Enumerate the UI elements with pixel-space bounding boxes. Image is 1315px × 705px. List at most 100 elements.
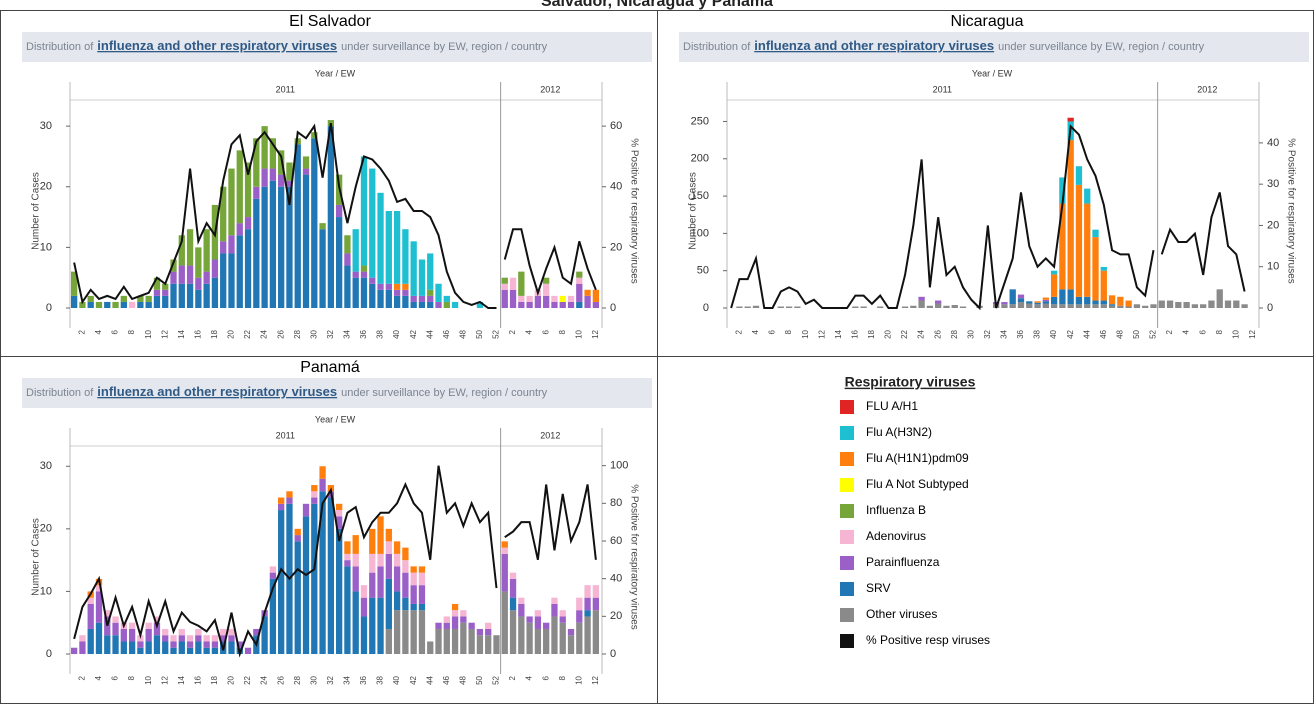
bar-segment — [369, 528, 376, 554]
x-tick-label: 32 — [326, 329, 335, 338]
legend-label: Adenovirus — [866, 529, 926, 543]
bar-segment — [1108, 295, 1116, 305]
bar-segment — [236, 235, 243, 308]
bar-segment — [427, 641, 434, 654]
bar-segment — [1050, 274, 1058, 297]
bar-segment — [501, 547, 508, 554]
bar-segment — [352, 535, 359, 554]
bar-segment — [311, 138, 318, 308]
bar-segment — [377, 283, 384, 290]
bar-segment — [509, 277, 517, 290]
bar-segment — [269, 572, 277, 579]
bar-segment — [860, 306, 867, 308]
x-tick-label: 28 — [293, 675, 302, 684]
bar-segment — [385, 578, 392, 629]
bar-segment — [427, 295, 434, 302]
bar-segment — [551, 597, 558, 604]
header-highlight: influenza and other respiratory viruses — [97, 384, 337, 399]
bar-segment — [269, 168, 277, 181]
x-tick-label: 4 — [525, 675, 534, 680]
bar-segment — [410, 610, 417, 654]
bar-segment — [1092, 237, 1099, 301]
bar-segment — [584, 610, 591, 617]
bar-segment — [418, 572, 426, 586]
bar-segment — [112, 622, 119, 636]
bar-segment — [518, 603, 525, 617]
line-series — [503, 228, 597, 297]
bar-segment — [153, 622, 161, 636]
bar-segment — [443, 301, 450, 308]
bar-segment — [468, 622, 475, 629]
bar-segment — [195, 289, 202, 308]
bar-segment — [112, 635, 119, 654]
x-tick-label: 8 — [1215, 329, 1224, 334]
x-tick-label: 12 — [160, 675, 169, 684]
bar-segment — [1017, 294, 1025, 299]
bar-segment — [104, 301, 111, 308]
bar-segment — [443, 628, 450, 654]
bar-segment — [435, 283, 442, 302]
bar-segment — [485, 628, 492, 636]
bar-segment — [335, 516, 343, 529]
y2-tick-label: 20 — [610, 610, 622, 622]
bar-segment — [592, 597, 600, 611]
bar-segment — [1075, 184, 1083, 297]
bar-segment — [410, 585, 417, 604]
bar-segment — [385, 528, 392, 542]
legend-swatch — [840, 530, 854, 544]
bar-segment — [493, 635, 500, 654]
bar-segment — [410, 301, 417, 308]
y-tick-label: 0 — [703, 302, 709, 314]
x-tick-label: 10 — [144, 675, 153, 684]
bar-segment — [1208, 300, 1215, 308]
x-tick-label: 6 — [541, 329, 550, 334]
bar-segment — [543, 283, 550, 296]
x-tick-label: 46 — [1099, 329, 1108, 338]
bar-segment — [302, 516, 310, 654]
bar-segment — [344, 560, 351, 567]
bar-segment — [592, 585, 600, 598]
bar-segment — [286, 162, 293, 181]
x-axis-title: Year / EW — [315, 68, 356, 78]
x-tick-label: 32 — [983, 329, 992, 338]
bar-segment — [253, 628, 260, 636]
bar-segment — [195, 635, 202, 642]
bar-segment — [137, 647, 144, 654]
bar-segment — [162, 635, 169, 642]
x-tick-label: 42 — [1066, 329, 1075, 338]
bar-segment — [1233, 300, 1240, 308]
bar-segment — [211, 277, 219, 308]
bar-segment — [526, 295, 533, 302]
bar-segment — [1034, 302, 1041, 305]
legend-label: SRV — [866, 581, 890, 595]
y-tick-label: 0 — [46, 302, 52, 314]
year-label: 2011 — [276, 430, 295, 440]
x-tick-label: 26 — [933, 329, 942, 338]
bar-segment — [576, 597, 583, 611]
x-tick-label: 46 — [442, 675, 451, 684]
bar-segment — [959, 306, 967, 308]
bar-segment — [576, 277, 583, 284]
bar-segment — [935, 300, 942, 304]
bar-segment — [377, 516, 384, 554]
bar-segment — [543, 622, 550, 629]
bar-segment — [228, 628, 235, 636]
bar-segment — [79, 641, 86, 654]
bar-segment — [385, 541, 392, 554]
x-tick-label: 26 — [276, 329, 285, 338]
bar-segment — [294, 528, 301, 536]
bar-segment — [203, 283, 210, 308]
bar-segment — [551, 295, 558, 302]
bar-segment — [228, 635, 235, 642]
bar-segment — [402, 597, 409, 611]
y2-tick-label: 20 — [1267, 219, 1279, 231]
header-band — [22, 378, 652, 408]
bar-segment — [87, 301, 94, 308]
bar-segment — [269, 578, 277, 654]
line-series — [73, 122, 497, 309]
header-prefix: Distribution of — [26, 41, 94, 53]
bar-segment — [311, 485, 318, 492]
country-label: El Salvador — [289, 13, 371, 30]
year-label: 2011 — [276, 84, 295, 94]
y-tick-label: 20 — [40, 181, 52, 193]
